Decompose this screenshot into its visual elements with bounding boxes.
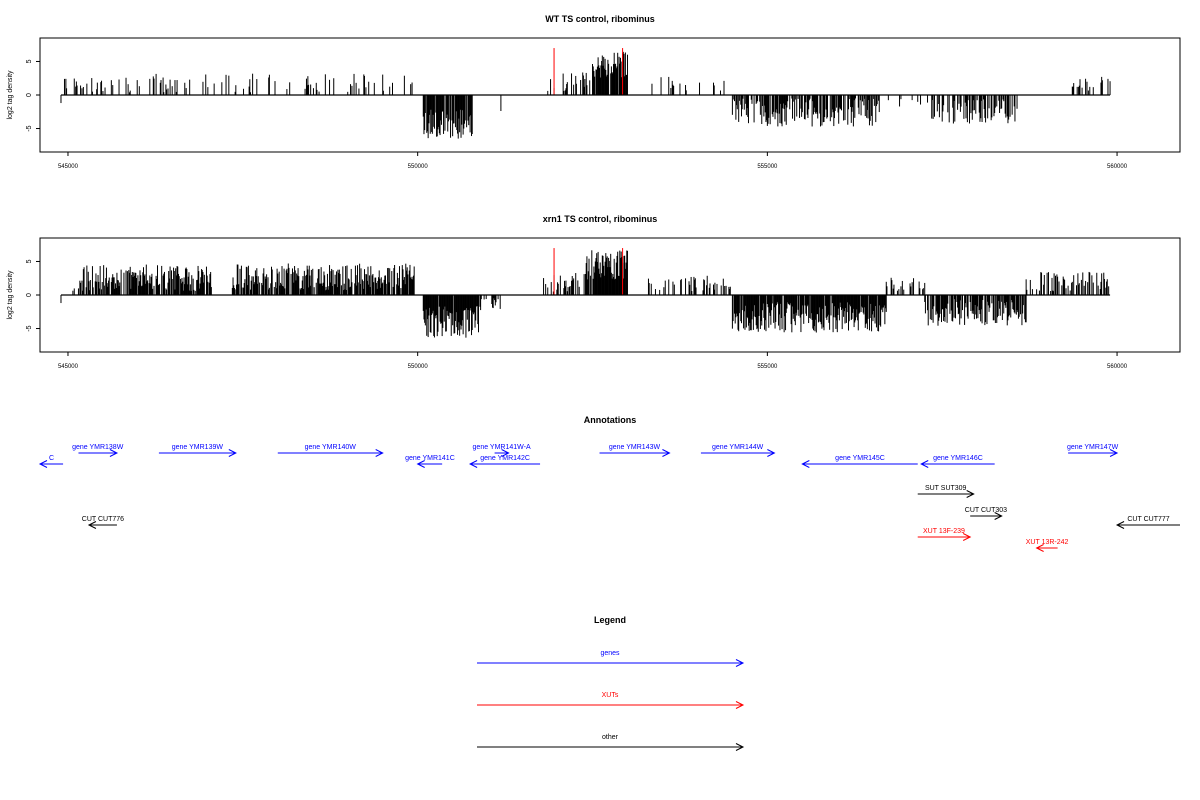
- x-tick-label: 545000: [58, 364, 79, 370]
- track-panel-xrn1: xrn1 TS control, ribominus log2 tag densi…: [7, 214, 1181, 370]
- feature-arrowhead: [920, 460, 929, 468]
- x-tick-label: 560000: [1107, 364, 1128, 370]
- feature-label: gene YMR141C: [405, 455, 455, 462]
- x-tick-label: 550000: [408, 164, 429, 170]
- y-tick-label: 0: [26, 93, 33, 97]
- y-tick-label: 5: [26, 59, 33, 63]
- feature-label: gene YMR138W: [72, 444, 124, 451]
- legend-arrowhead: [735, 659, 745, 667]
- feature-label: gene YMR142C: [480, 455, 530, 462]
- y-axis-label: log2 tag density: [7, 270, 14, 320]
- feature-arrowhead: [416, 460, 425, 468]
- feature-label: gene YMR147W: [1067, 444, 1119, 451]
- feature-label: gene YMR139W: [172, 444, 224, 451]
- feature-arrowhead: [1035, 544, 1044, 552]
- feature-label: gene YMR141W-A: [473, 444, 531, 451]
- feature-arrowhead: [501, 449, 510, 457]
- feature-label: C: [49, 455, 54, 462]
- x-tick-label: 560000: [1107, 164, 1128, 170]
- legend: Legend genes XUTs other: [477, 615, 745, 751]
- density-bars: [72, 250, 1110, 338]
- feature-arrowhead: [767, 449, 776, 457]
- feature-label: gene YMR140W: [305, 444, 357, 451]
- feature-arrowhead: [87, 521, 97, 529]
- feature-label: CUT CUT303: [965, 507, 1007, 514]
- feature-label: CUT CUT776: [82, 516, 124, 523]
- feature-label: gene YMR146C: [933, 455, 983, 462]
- x-tick-label: 555000: [757, 364, 778, 370]
- feature-arrowhead: [1109, 449, 1119, 457]
- legend-label: other: [602, 734, 619, 741]
- feature-label: gene YMR143W: [609, 444, 661, 451]
- feature-arrowhead: [966, 490, 975, 498]
- legend-label: XUTs: [602, 692, 619, 699]
- feature-label: gene YMR145C: [835, 455, 885, 462]
- annotations-title: Annotations: [584, 415, 637, 425]
- feature-arrowhead: [38, 460, 48, 468]
- feature-label: SUT SUT309: [925, 485, 967, 492]
- y-tick-label: -5: [26, 125, 33, 131]
- y-tick-label: -5: [26, 325, 33, 331]
- feature-label: gene YMR144W: [712, 444, 764, 451]
- y-axis-label: log2 tag density: [7, 70, 14, 120]
- feature-arrowhead: [801, 460, 810, 468]
- legend-title: Legend: [594, 615, 626, 625]
- feature-label: XUT 13R-242: [1026, 539, 1069, 546]
- y-tick-label: 0: [26, 293, 33, 297]
- feature-arrowhead: [1115, 521, 1125, 529]
- chart-title: xrn1 TS control, ribominus: [543, 214, 658, 224]
- x-tick-label: 555000: [757, 164, 778, 170]
- legend-label: genes: [600, 650, 620, 657]
- legend-arrowhead: [735, 701, 745, 709]
- feature-arrowhead: [962, 533, 972, 541]
- density-bars: [63, 51, 1111, 139]
- x-tick-label: 550000: [408, 364, 429, 370]
- y-tick-label: 5: [26, 259, 33, 263]
- x-tick-label: 545000: [58, 164, 79, 170]
- feature-label: CUT CUT777: [1127, 516, 1169, 523]
- track-panel-wt: WT TS control, ribominus log2 tag density…: [7, 14, 1181, 170]
- feature-arrowhead: [469, 460, 478, 468]
- feature-arrowhead: [662, 449, 671, 457]
- legend-arrowhead: [735, 743, 745, 751]
- feature-arrowhead: [109, 449, 119, 457]
- feature-arrowhead: [994, 512, 1003, 520]
- feature-arrowhead: [228, 449, 237, 457]
- feature-arrowhead: [375, 449, 384, 457]
- feature-label: XUT 13F-239: [923, 528, 965, 535]
- chart-title: WT TS control, ribominus: [545, 14, 655, 24]
